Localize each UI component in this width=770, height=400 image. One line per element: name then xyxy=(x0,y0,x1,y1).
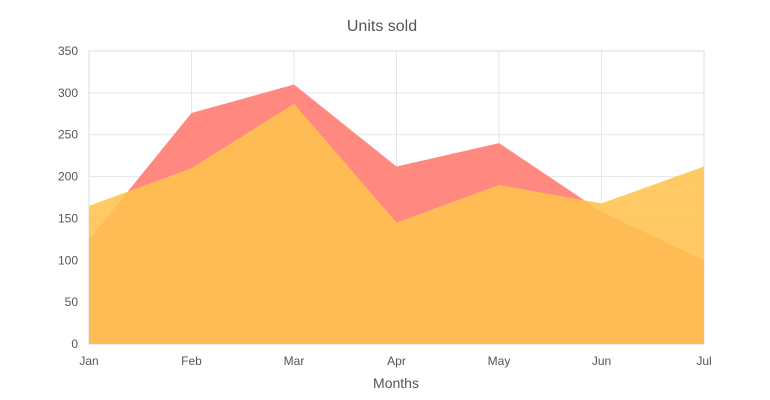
x-tick-label-6: Jul xyxy=(696,354,711,368)
x-tick-label-1: Feb xyxy=(181,354,202,368)
series-layer xyxy=(88,84,705,345)
y-tick-label-1: 50 xyxy=(65,295,79,309)
series-area-1 xyxy=(89,103,704,345)
x-tick-label-4: May xyxy=(488,354,511,368)
axis-layer: 0 50 100 150 200 250 300 350 Jan Feb Mar Apr May Jun J… xyxy=(58,44,712,368)
chart-title: Units sold xyxy=(347,18,417,35)
y-tick-label-7: 350 xyxy=(58,44,78,58)
x-tick-label-2: Mar xyxy=(284,354,305,368)
y-tick-label-0: 0 xyxy=(71,337,78,351)
x-tick-label-3: Apr xyxy=(387,354,406,368)
y-tick-label-3: 150 xyxy=(58,211,78,225)
y-tick-label-4: 200 xyxy=(58,170,78,184)
y-tick-label-6: 300 xyxy=(58,86,78,100)
x-tick-label-0: Jan xyxy=(79,354,98,368)
x-tick-label-5: Jun xyxy=(592,354,611,368)
y-tick-label-2: 100 xyxy=(58,253,78,267)
y-tick-label-5: 250 xyxy=(58,128,78,142)
x-axis-title: Months xyxy=(373,375,419,391)
